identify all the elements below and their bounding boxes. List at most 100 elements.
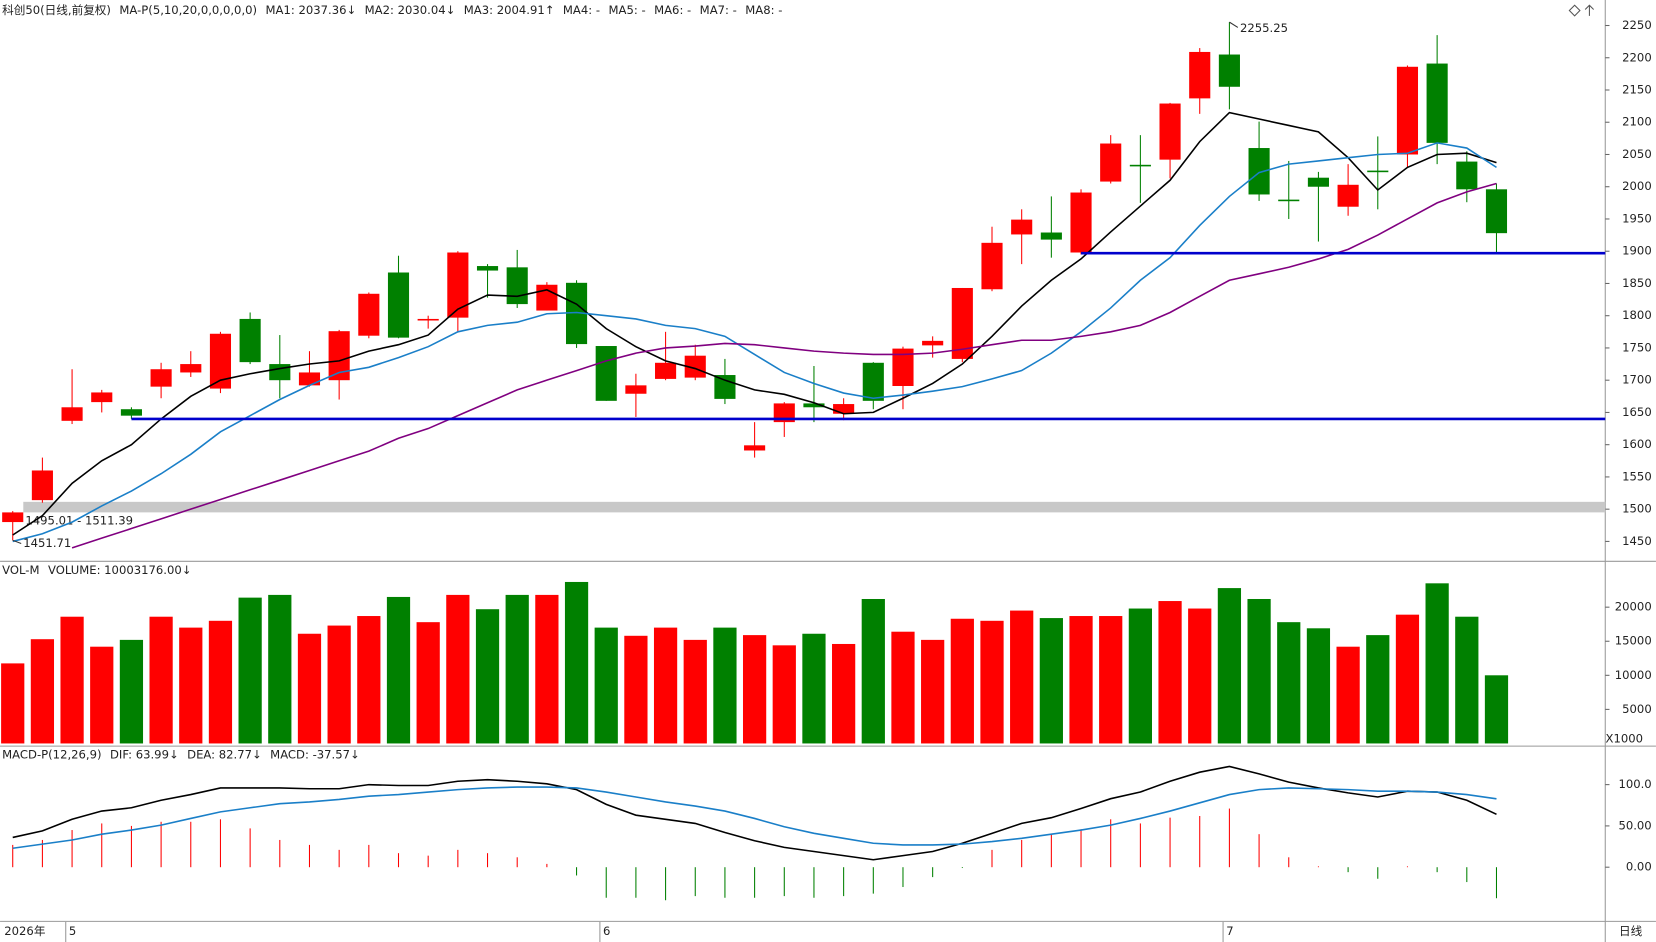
candle-body [506, 267, 528, 305]
candle-body [892, 348, 914, 386]
candle-body [1367, 170, 1389, 173]
volume-bar [1425, 583, 1449, 744]
volume-bar [1069, 616, 1093, 744]
volume-bar [802, 633, 826, 744]
candle-body [328, 331, 350, 381]
y-tick-label: 1650 [1622, 405, 1652, 419]
header-text: MA7: - [700, 3, 737, 17]
volume-bar [179, 627, 203, 744]
candle-body [655, 362, 677, 379]
line-series [71, 182, 1497, 549]
volume-bar [535, 594, 559, 744]
volume-bar [683, 639, 707, 744]
candle-body [922, 340, 944, 346]
volume-bar [149, 616, 173, 744]
volume-bar [1188, 608, 1212, 744]
header-text: MA4: - [563, 3, 600, 17]
candle-body [1159, 103, 1181, 160]
candle-body [239, 318, 261, 363]
candle-body [447, 252, 469, 318]
volume-bar [297, 633, 322, 744]
candle-body [862, 362, 884, 401]
candle-body [298, 372, 321, 386]
volume-bar [1366, 635, 1390, 744]
candle-body [476, 266, 499, 271]
volume-bar [1247, 598, 1271, 744]
y-tick-label: 2200 [1622, 50, 1652, 64]
candle-body [1011, 219, 1033, 235]
candle-body [1248, 148, 1270, 195]
volume-bar [1039, 618, 1063, 744]
volume-bar [357, 616, 381, 744]
candle-body [180, 364, 202, 373]
line-series [12, 111, 1497, 536]
candle-body [536, 284, 558, 311]
x-tick-label: 6 [603, 924, 610, 938]
volume-bar [1455, 616, 1479, 744]
y-tick-label: 10000 [1615, 668, 1652, 682]
candle-body [358, 293, 380, 336]
volume-bar [980, 620, 1004, 744]
x-tick-label: 7 [1226, 924, 1233, 938]
y-tick-label: 1800 [1622, 308, 1652, 322]
y-tick-label: 1450 [1622, 534, 1652, 548]
y-tick-label: 0.00 [1626, 860, 1652, 874]
header-text: MA5: - [609, 3, 646, 17]
header-text: MA-P(5,10,20,0,0,0,0,0) [119, 3, 257, 17]
icon[interactable] [1568, 4, 1581, 17]
volume-bar [891, 631, 915, 744]
y-tick-label: 2000 [1622, 179, 1652, 193]
volume-bar [1217, 588, 1242, 744]
y-tick-label: 15000 [1615, 634, 1652, 648]
candle-body [209, 333, 232, 389]
high-label: 2255.25 [1240, 21, 1288, 35]
candle-body [1278, 199, 1300, 202]
candle-body [1426, 63, 1448, 143]
candle-body [417, 318, 439, 321]
candle-body [1485, 189, 1508, 234]
volume-bar [1, 663, 25, 744]
volume-bar [119, 639, 144, 744]
candle-body [744, 445, 766, 451]
volume-bar [208, 620, 233, 744]
volume-bar [60, 616, 84, 744]
candle-body [1040, 232, 1062, 240]
candle-body [1129, 164, 1151, 167]
volume-bar [594, 627, 618, 744]
header-text: 科创50(日线,前复权) [2, 3, 111, 17]
y-tick-label: 1700 [1622, 373, 1652, 387]
band [23, 501, 1606, 513]
candle-body [1218, 54, 1240, 87]
low-label: 1451.71 [23, 536, 71, 550]
volume-bar [742, 635, 767, 744]
volume-bar [861, 598, 885, 744]
volume-bar [90, 646, 114, 744]
volume-bar [1306, 628, 1331, 744]
y-tick-label: 5000 [1622, 702, 1652, 716]
candle-body [803, 403, 825, 408]
y-tick-label: 2100 [1622, 115, 1652, 129]
y-tick-label: 100.0 [1618, 777, 1651, 791]
volume-bar [446, 594, 470, 744]
header-text: MACD: -37.57↓ [270, 748, 360, 762]
volume-bar [950, 618, 974, 744]
candle-body [1307, 177, 1329, 187]
candle-body [1396, 66, 1419, 155]
candle-body [1100, 143, 1122, 182]
candle-body [981, 242, 1003, 290]
icon[interactable] [1584, 4, 1595, 16]
y-tick-label: 1950 [1622, 211, 1652, 225]
candle-body [565, 282, 588, 345]
header-text: MA2: 2030.04↓ [365, 3, 456, 17]
candle-body [1070, 192, 1092, 253]
volume-bar [475, 609, 500, 744]
candle-body [31, 470, 53, 501]
volume-bar [30, 639, 55, 744]
line-series [12, 786, 1497, 850]
header-text: DEA: 82.77↓ [187, 748, 262, 762]
candle-body [1456, 161, 1478, 190]
candle-body [951, 287, 973, 359]
candle-body [91, 392, 113, 403]
candle-body [595, 346, 617, 401]
leader [12, 539, 22, 544]
